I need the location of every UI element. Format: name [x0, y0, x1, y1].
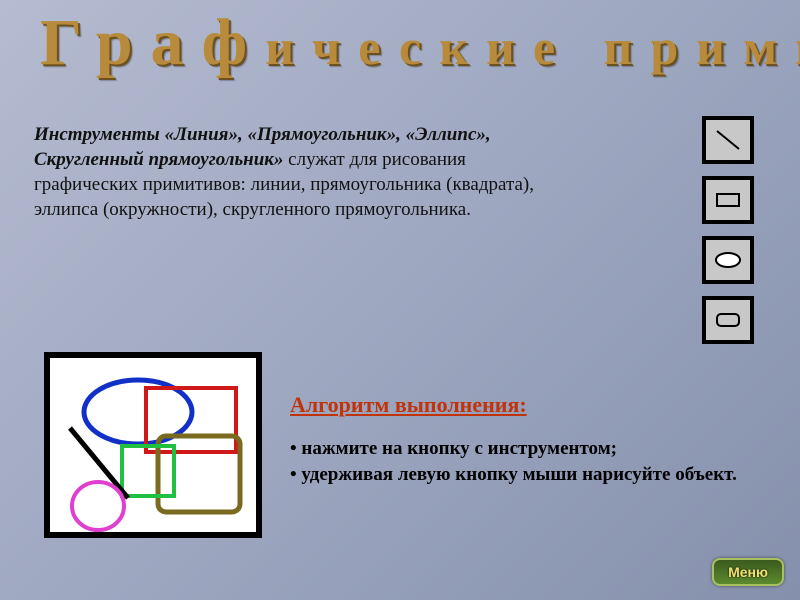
intro-text: Инструменты «Линия», «Прямоугольник», «Э… [34, 122, 554, 222]
page-title: Графические примитивы [40, 18, 760, 76]
rectangle-icon [712, 186, 744, 214]
tool-rectangle[interactable] [702, 176, 754, 224]
rounded-rectangle-icon [712, 306, 744, 334]
example-figure-svg [50, 358, 256, 532]
menu-label: Меню [728, 564, 768, 580]
algorithm-block: Алгоритм выполнения: нажмите на кнопку с… [290, 392, 770, 488]
tool-rounded-rectangle[interactable] [702, 296, 754, 344]
algorithm-list: нажмите на кнопку с инструментом; удержи… [290, 436, 770, 488]
line-icon [712, 126, 744, 154]
menu-button[interactable]: Меню [712, 558, 784, 586]
tool-line[interactable] [702, 116, 754, 164]
algorithm-title: Алгоритм выполнения: [290, 392, 770, 418]
tool-ellipse[interactable] [702, 236, 754, 284]
example-figure [44, 352, 262, 538]
ellipse-icon [712, 246, 744, 274]
title-caps: Граф [40, 6, 265, 79]
tool-strip [702, 116, 754, 344]
algorithm-step: удерживая левую кнопку мыши нарисуйте об… [290, 462, 770, 488]
title-rest: ические примитивы [265, 19, 800, 75]
algorithm-step: нажмите на кнопку с инструментом; [290, 436, 770, 462]
